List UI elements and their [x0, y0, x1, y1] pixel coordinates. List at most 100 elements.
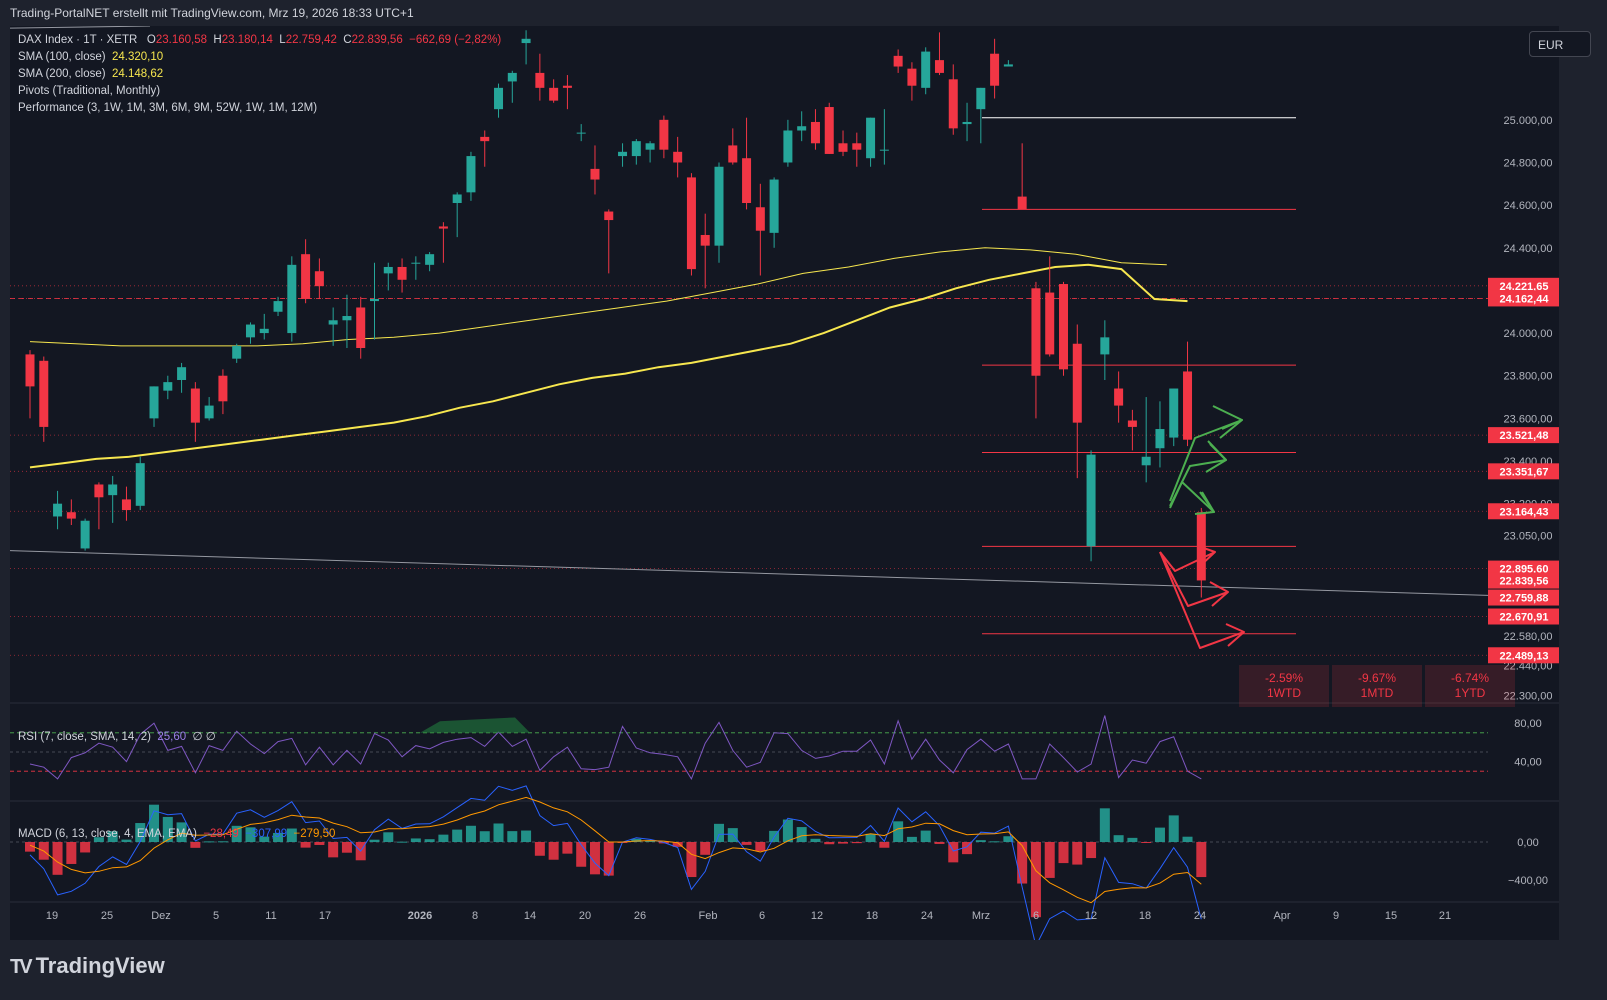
time-axis-label: 21 [1439, 910, 1451, 922]
rsi-label: RSI (7, close, SMA, 14, 2) [18, 731, 151, 743]
price-tag-label: 23.521,48 [1500, 430, 1549, 442]
symbol-legend[interactable]: DAX Index · 1T · XETR O23.160,58 H23.180… [18, 34, 501, 46]
macd-histogram-bar [190, 842, 201, 848]
candle-body [1141, 456, 1151, 466]
pivots-legend[interactable]: Pivots (Traditional, Monthly) [18, 85, 160, 97]
time-axis-label: 26 [634, 910, 646, 922]
macd-histogram-bar [576, 842, 587, 867]
time-axis-label: 6 [1033, 910, 1039, 922]
currency-selector[interactable]: EUR [1529, 31, 1591, 57]
price-axis-label: 23.600,00 [1504, 413, 1553, 425]
sma100-legend[interactable]: SMA (100, close) 24.320,10 [18, 51, 163, 63]
time-axis-label: 5 [213, 910, 219, 922]
macd-histogram-bar [217, 841, 228, 843]
candle-body [1045, 292, 1055, 355]
candle-body [1003, 64, 1013, 67]
macd-histogram-bar [631, 838, 642, 842]
macd-histogram-bar [424, 839, 435, 842]
time-axis-label: Feb [699, 910, 718, 922]
rsi-extra: ∅ ∅ [192, 731, 216, 743]
candle-body [190, 388, 200, 423]
candle-body [810, 121, 820, 144]
time-axis-label: 8 [472, 910, 478, 922]
macd-legend[interactable]: MACD (6, 13, close, 4, EMA, EMA) −28,49 … [18, 828, 335, 840]
price-tag [1488, 427, 1559, 444]
macd-histogram-bar [851, 842, 862, 844]
candle-body [921, 51, 931, 88]
candle-body [108, 484, 118, 496]
macd-histogram-bar [479, 831, 490, 842]
candle-body [163, 382, 173, 391]
candle-body [245, 324, 255, 338]
price-chart-svg[interactable]: 25.000,00 24.800,00 24.600,00 24.400,00 24.0… [10, 26, 1559, 940]
ohlc-close-value: 22.839,56 [351, 34, 403, 46]
price-axis-label: 22.580,00 [1504, 631, 1553, 643]
price-tag [1488, 290, 1559, 307]
macd-histogram-bar [369, 839, 380, 842]
macd-histogram-bar [1127, 837, 1138, 842]
sma100-label: SMA (100, close) [18, 51, 106, 63]
time-axis-label: 12 [811, 910, 823, 922]
price-axis-label: 24.400,00 [1504, 243, 1553, 255]
macd-histogram-bar [893, 821, 904, 842]
price-axis-label: 24.000,00 [1504, 328, 1553, 340]
candle-body [659, 119, 669, 150]
sma100-value: 24.320,10 [111, 51, 164, 63]
candle-body [618, 151, 628, 157]
candle-body [1059, 284, 1068, 370]
macd-axis-label: −400,00 [1508, 875, 1548, 887]
performance-legend[interactable]: Performance (3, 1W, 1M, 3M, 6M, 9M, 52W,… [18, 102, 317, 114]
macd-histogram-bar [1017, 842, 1028, 884]
candle-body [149, 386, 159, 419]
ohlc-high-label: H [213, 34, 222, 46]
sma200-value: 24.148,62 [111, 68, 164, 80]
time-axis-label: 24 [921, 910, 933, 922]
macd-histogram-bar [824, 842, 835, 845]
candle-body [1127, 420, 1137, 427]
projection-arrow-green-head [1212, 405, 1243, 439]
candle-body [948, 79, 958, 129]
macd-histogram-bar [1072, 842, 1083, 865]
candle-body [25, 354, 35, 387]
macd-histogram-bar [962, 842, 973, 855]
chart-area[interactable]: 25.000,00 24.800,00 24.600,00 24.400,00 24.0… [10, 26, 1559, 940]
candle-body [990, 53, 1000, 86]
macd-histogram-bar [259, 836, 270, 842]
macd-histogram-bar [438, 834, 449, 842]
candle-body [94, 484, 104, 498]
ohlc-open-label: O [146, 34, 156, 46]
sma200-legend[interactable]: SMA (200, close) 24.148,62 [18, 68, 163, 80]
candle-body [907, 68, 917, 86]
candle-body [218, 375, 228, 402]
candle-body [631, 141, 641, 157]
rsi-axis-label: 80,00 [1514, 718, 1542, 730]
candle-body [1031, 288, 1041, 376]
macd-histogram-bar [782, 819, 793, 842]
candle-body [383, 266, 393, 274]
macd-histogram-bar [135, 823, 146, 842]
tradingview-logo[interactable]: TV TradingView [10, 953, 165, 979]
price-tag-label: 22.489,13 [1500, 650, 1549, 662]
macd-histogram-bar [920, 830, 931, 842]
candle-body [866, 117, 876, 159]
candle-body [39, 360, 49, 427]
candle-body [728, 145, 738, 163]
price-tag-label: 23.351,67 [1500, 466, 1549, 478]
macd-histogram-bar [548, 842, 559, 860]
candle-body [893, 55, 903, 67]
candle-body [755, 207, 765, 231]
projection-arrow-green-head [1205, 440, 1227, 473]
time-axis-label: 6 [759, 910, 765, 922]
perf-box-1mtd: -9.67% 1MTD [1332, 665, 1422, 707]
rsi-legend[interactable]: RSI (7, close, SMA, 14, 2) 25,60 ∅ ∅ [18, 729, 216, 743]
projection-arrow-red-head [1209, 581, 1229, 607]
performance-label: Performance (3, 1W, 1M, 3M, 6M, 9M, 52W,… [18, 102, 318, 114]
candle-body [135, 463, 145, 506]
projection-arrow-red [1159, 551, 1216, 572]
candle-body [742, 158, 752, 203]
macd-histogram-bar [162, 816, 173, 842]
candle-body [466, 156, 476, 193]
projection-arrow-red [1159, 551, 1245, 649]
macd-histogram-bar [1099, 808, 1110, 842]
candle-body [452, 194, 462, 203]
